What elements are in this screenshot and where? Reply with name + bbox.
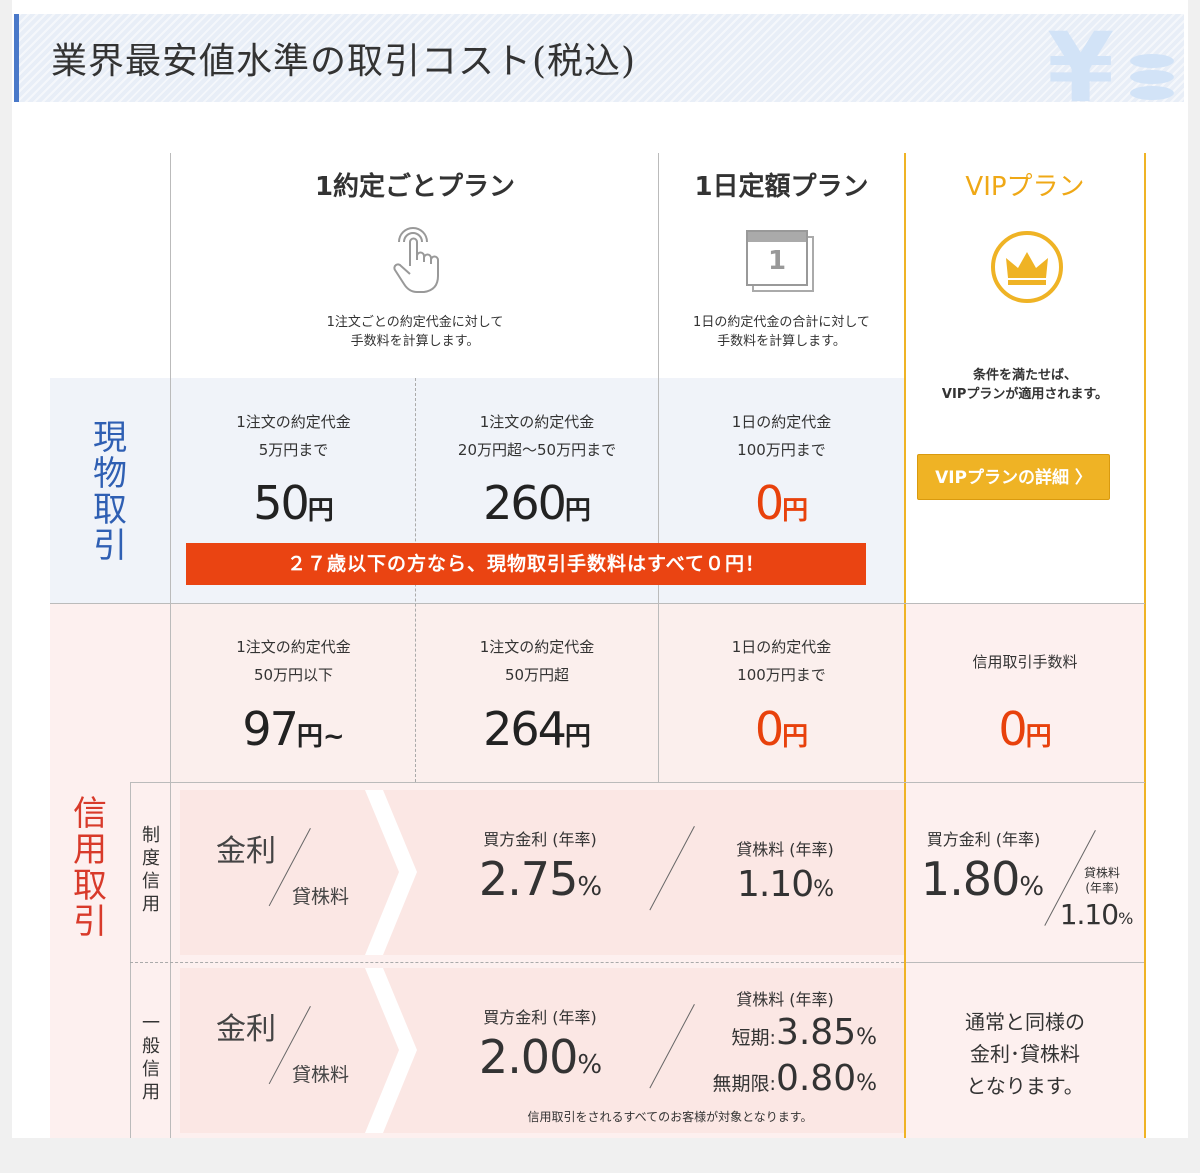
ippan-buy-label: 買方金利 (年率) [483, 1008, 597, 1027]
coins-icon [1130, 52, 1174, 100]
seido-kashikabu-label: 貸株料 [292, 886, 350, 908]
shinyo-cell-vip-label: 信用取引手数料 [972, 653, 1078, 671]
shinyo-price-1: 97円~ [242, 702, 345, 756]
plan-title-vip: VIPプラン [965, 172, 1085, 202]
vip-seido-lend-rate: 1.10% [1059, 898, 1134, 931]
genbutsu-cell-2-label: 1注文の約定代金 20万円超～50万円まで [457, 413, 617, 459]
tap-finger-icon [393, 227, 439, 293]
shinyo-cell-2-label: 1注文の約定代金 50万円超 [479, 638, 595, 684]
shinyo-price-vip: 0円 [998, 702, 1052, 756]
shinyo-price-2: 264円 [483, 702, 591, 756]
yen-coins-icon: ¥ [1047, 14, 1114, 102]
plan-desc-per-trade: 1注文ごとの約定代金に対して 手数料を計算します。 [326, 315, 504, 349]
seido-chevron [365, 790, 417, 955]
ippan-chevron [365, 968, 417, 1133]
vip-detail-button[interactable]: VIPプランの詳細 〉 [917, 454, 1110, 500]
seido-buy-label: 買方金利 (年率) [483, 830, 597, 849]
shinyo-row-bg-inner [170, 604, 904, 782]
ippan-kashikabu-label: 貸株料 [292, 1064, 350, 1086]
vip-ippan-bg [904, 962, 1145, 1138]
under-27-banner: ２７歳以下の方なら、現物取引手数料はすべて０円！ [186, 543, 866, 585]
ippan-buy-rate: 2.00% [478, 1030, 602, 1084]
ippan-note: 信用取引をされるすべてのお客様が対象となります。 [527, 1110, 813, 1124]
shinyo-label: 信用取引 [73, 794, 107, 942]
genbutsu-cell-1-label: 1注文の約定代金 5万円まで [236, 413, 351, 459]
genbutsu-cell-3-label: 1日の約定代金 100万円まで [731, 413, 832, 459]
seido-lend-rate: 1.10% [736, 864, 834, 905]
ippan-lend-label: 貸株料 (年率) [736, 990, 834, 1009]
genbutsu-price-1: 50円 [253, 476, 334, 530]
page-title: 業界最安値水準の取引コスト(税込) [51, 41, 637, 82]
shinyo-price-3: 0円 [754, 702, 809, 756]
genbutsu-price-2: 260円 [483, 476, 591, 530]
vip-ippan-note: 通常と同様の 金利･貸株料 となります。 [965, 1010, 1085, 1098]
seido-buy-rate: 2.75% [478, 852, 602, 906]
genbutsu-label: 現物取引 [93, 418, 127, 566]
ippan-label: 一般信用 [142, 1013, 160, 1103]
genbutsu-price-3: 0円 [754, 476, 809, 530]
vip-seido-buy-rate: 1.80% [920, 852, 1044, 906]
ippan-kinri-label: 金利 [216, 1012, 276, 1047]
plan-desc-daily: 1日の約定代金の合計に対して 手数料を計算します。 [693, 315, 870, 349]
plan-title-per-trade: 1約定ごとプラン [314, 172, 516, 202]
calendar-icon: 1 [746, 230, 814, 292]
vip-seido-lend-label: 貸株料 (年率) [1083, 866, 1120, 895]
plan-desc-vip: 条件を満たせば、 VIPプランが適用されます。 [941, 368, 1109, 402]
seido-lend-label: 貸株料 (年率) [736, 840, 834, 859]
vip-seido-buy-label: 買方金利 (年率) [926, 830, 1041, 849]
seido-label: 制度信用 [142, 825, 160, 915]
plan-title-daily: 1日定額プラン [694, 172, 869, 202]
shinyo-cell-1-label: 1注文の約定代金 50万円以下 [236, 638, 351, 684]
calendar-number: 1 [767, 246, 787, 276]
seido-kinri-label: 金利 [216, 834, 276, 869]
crown-icon [991, 231, 1063, 303]
ippan-short-rate: 短期:3.85% [731, 1012, 877, 1053]
vip-seido-bg [904, 782, 1145, 962]
section-header: 業界最安値水準の取引コスト(税込) ¥ [14, 14, 1184, 102]
ippan-indef-rate: 無期限:0.80% [712, 1058, 877, 1099]
shinyo-cell-3-label: 1日の約定代金 100万円まで [731, 638, 832, 684]
